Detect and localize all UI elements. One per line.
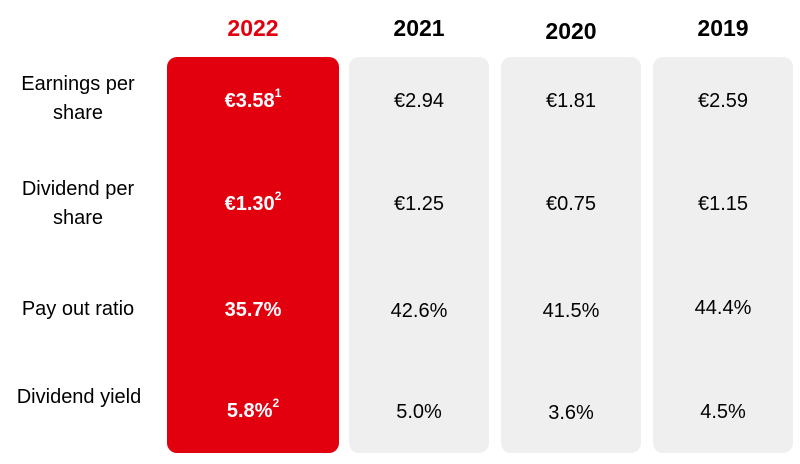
cell-value: 41.5% [542,300,600,322]
column-header-2019: 2019 [697,15,749,41]
footnote-marker: 2 [274,189,282,204]
column-header-2022: 2022 [227,15,279,41]
cell-value: €3.58 [224,90,275,112]
cell-value: 42.6% [390,300,448,322]
cell-payout-2019: 44.4% [653,293,793,323]
column-panel-2022 [167,57,339,453]
cell-dps-2021: €1.25 [349,189,489,219]
cell-value: €2.59 [697,90,749,112]
cell-dps-2019: €1.15 [653,189,793,219]
cell-eps-2022: €3.581 [167,86,339,116]
cell-payout-2022: 35.7% [167,295,339,325]
cell-value: 5.8% [226,400,273,422]
cell-value: €0.75 [545,193,597,215]
row-label-earnings-per-share: Earnings per share [21,73,135,124]
cell-yield-2019: 4.5% [653,397,793,427]
column-header-2021: 2021 [393,15,445,41]
cell-value: 35.7% [224,299,282,321]
cell-value: €1.15 [697,193,749,215]
column-panel-2020 [501,57,641,453]
cell-payout-2021: 42.6% [349,296,489,326]
cell-value: €2.94 [393,90,445,112]
row-label-dividend-per-share: Dividend per share [21,178,135,229]
cell-value: 44.4% [694,297,752,319]
cell-value: 3.6% [548,402,594,424]
cell-yield-2022: 5.8%2 [167,396,339,426]
row-label-pay-out-ratio: Pay out ratio [21,298,135,320]
cell-eps-2021: €2.94 [349,86,489,116]
cell-yield-2021: 5.0% [349,397,489,427]
row-label-dividend-yield: Dividend yield [16,386,142,408]
cell-dps-2020: €0.75 [501,189,641,219]
cell-dps-2022: €1.302 [167,189,339,219]
cell-eps-2020: €1.81 [501,86,641,116]
column-header-2020: 2020 [545,18,597,44]
cell-payout-2020: 41.5% [501,296,641,326]
footnote-marker: 2 [272,396,280,411]
cell-value: €1.30 [224,193,275,215]
cell-value: 5.0% [396,401,442,423]
cell-eps-2019: €2.59 [653,86,793,116]
column-panel-2021 [349,57,489,453]
footnote-marker: 1 [274,86,282,101]
cell-value: €1.81 [545,90,597,112]
cell-yield-2020: 3.6% [501,398,641,428]
column-panel-2019 [653,57,793,453]
cell-value: €1.25 [393,193,445,215]
cell-value: 4.5% [700,401,746,423]
